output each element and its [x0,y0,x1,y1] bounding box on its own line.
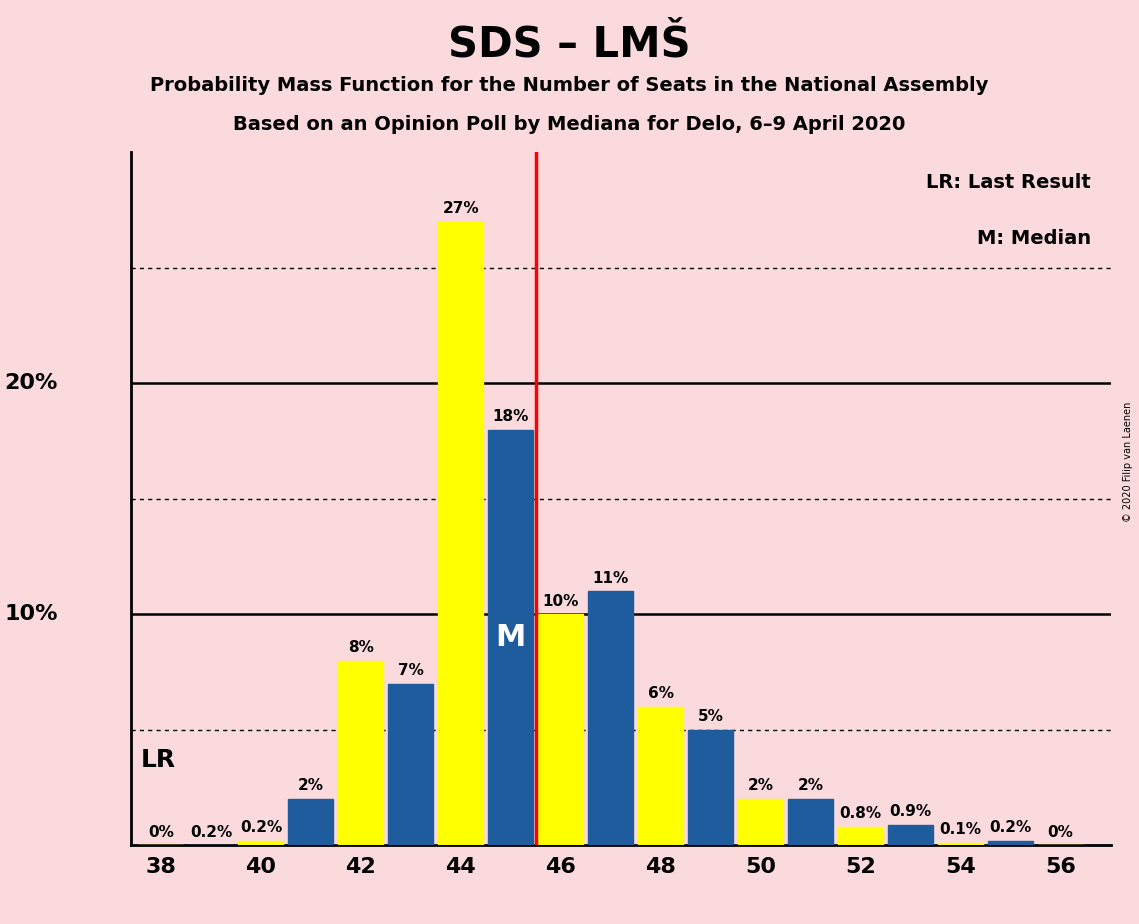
Text: 5%: 5% [698,710,723,724]
Text: 2%: 2% [747,779,773,794]
Text: 0%: 0% [1048,825,1073,840]
Text: M: M [495,623,526,652]
Text: 11%: 11% [592,571,629,586]
Bar [238,841,284,845]
Text: 0.2%: 0.2% [190,825,232,840]
Text: 0.8%: 0.8% [839,807,882,821]
Bar [939,844,983,845]
Text: 0.2%: 0.2% [240,821,282,835]
Bar [338,661,384,845]
Bar [539,614,583,845]
Text: © 2020 Filip van Laenen: © 2020 Filip van Laenen [1123,402,1133,522]
Text: LR: Last Result: LR: Last Result [926,174,1091,192]
Text: 2%: 2% [298,779,323,794]
Text: M: Median: M: Median [977,229,1091,248]
Bar [888,825,933,845]
Text: 8%: 8% [347,640,374,655]
Text: 0.9%: 0.9% [890,804,932,819]
Text: 20%: 20% [5,373,58,394]
Text: 0%: 0% [148,825,174,840]
Bar [838,827,883,845]
Text: 10%: 10% [5,604,58,625]
Text: LR: LR [141,748,177,772]
Bar [388,684,433,845]
Text: 7%: 7% [398,663,424,678]
Text: 10%: 10% [542,594,579,609]
Text: SDS – LMŠ: SDS – LMŠ [448,23,691,65]
Text: 6%: 6% [648,687,674,701]
Bar [439,222,483,845]
Bar [788,799,833,845]
Text: 18%: 18% [493,409,528,424]
Bar [688,730,734,845]
Text: 27%: 27% [443,201,480,216]
Text: Probability Mass Function for the Number of Seats in the National Assembly: Probability Mass Function for the Number… [150,76,989,95]
Bar [738,799,784,845]
Bar [638,707,683,845]
Text: Based on an Opinion Poll by Mediana for Delo, 6–9 April 2020: Based on an Opinion Poll by Mediana for … [233,115,906,134]
Bar [288,799,334,845]
Text: 0.1%: 0.1% [940,822,982,837]
Bar [588,591,633,845]
Bar [489,430,533,845]
Text: 0.2%: 0.2% [990,821,1032,835]
Bar [988,841,1033,845]
Text: 2%: 2% [797,779,823,794]
